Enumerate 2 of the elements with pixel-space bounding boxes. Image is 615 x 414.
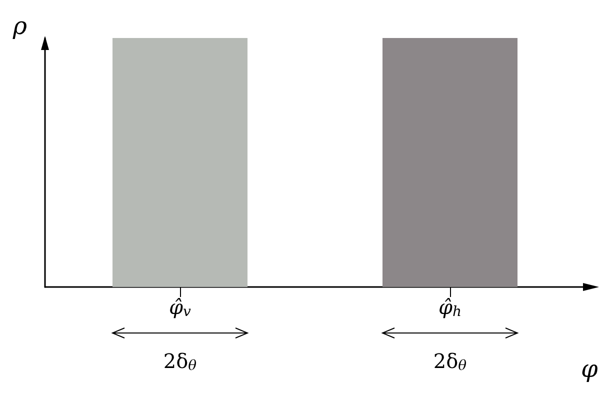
x-axis-title: φ — [581, 355, 598, 383]
y-axis-title: ρ — [12, 12, 27, 40]
